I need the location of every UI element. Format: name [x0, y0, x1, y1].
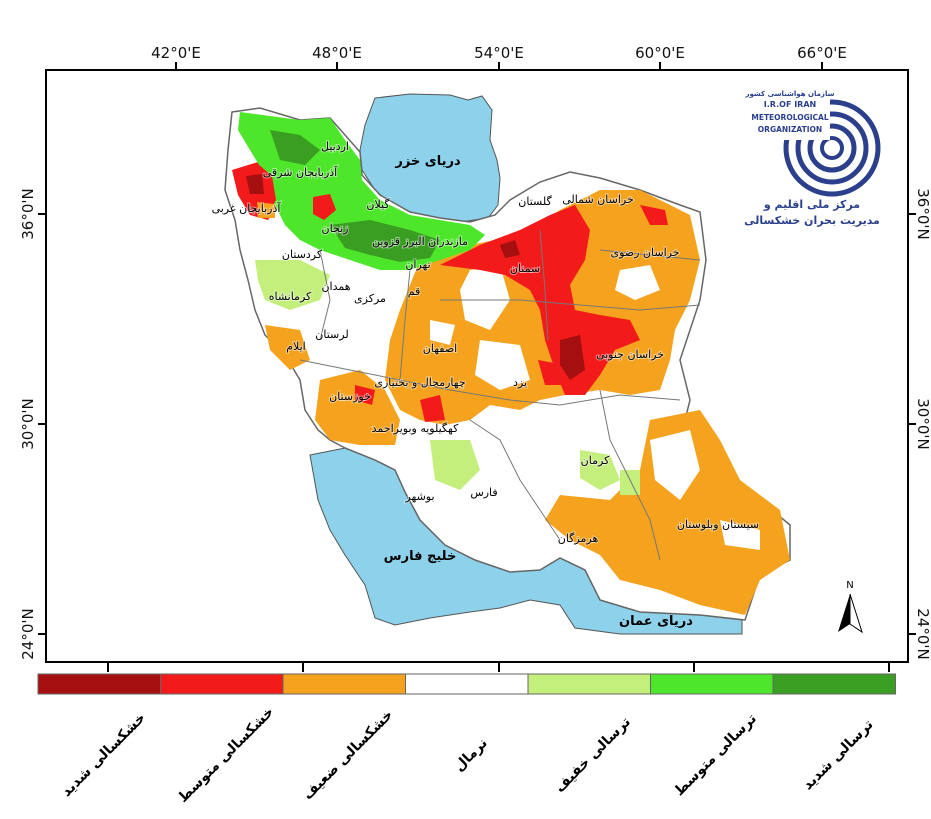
top-axis: [175, 62, 823, 70]
label-south-khorasan: خراسان جنوبی: [596, 348, 664, 361]
oman-sea-label: دریای عمان: [619, 614, 693, 629]
label-hamadan: همدان: [321, 280, 350, 293]
lat-label-right-30: 30°0'N: [914, 398, 931, 449]
label-west-azerbaijan: آذربایجان غربی: [212, 201, 282, 215]
legend-swatch: [527, 673, 651, 695]
label-khuzestan: خوزستان: [329, 390, 371, 403]
logo-line3: ORGANIZATION: [758, 125, 822, 134]
legend-swatch: [282, 673, 406, 695]
label-hormozgan: هرمزگان: [558, 532, 599, 545]
lat-label-24: 24°0'N: [19, 608, 37, 659]
label-yazd: یزد: [513, 376, 527, 389]
legend-swatch: [772, 673, 896, 695]
lat-label-right-36: 36°0'N: [914, 188, 931, 239]
label-fars: فارس: [470, 486, 497, 499]
label-gilan: گیلان: [366, 198, 390, 211]
lat-label-right-24: 24°0'N: [914, 608, 931, 659]
lon-label-48: 48°0'E: [312, 44, 362, 62]
label-ardabil: اردبیل: [321, 140, 349, 153]
legend-bar: [37, 673, 896, 695]
lon-label-66: 66°0'E: [797, 44, 847, 62]
bottom-axis: [107, 662, 890, 672]
label-isfahan: اصفهان: [423, 342, 457, 355]
logo-org-fa: سازمان هواشناسی کشور: [745, 90, 835, 98]
lat-label-30: 30°0'N: [19, 398, 37, 449]
label-bushehr: بوشهر: [404, 490, 434, 503]
nw-drought-overlay: [236, 164, 336, 220]
province-borders: [299, 229, 701, 561]
wet-zones: [238, 112, 640, 495]
severe-drought-zones: [500, 240, 585, 380]
label-sistan: سیستان وبلوستان: [677, 518, 759, 531]
label-tehran: تهران: [405, 258, 430, 271]
legend-swatch: [160, 673, 284, 695]
label-east-azerbaijan: آذربایجان شرقی: [263, 165, 338, 179]
label-kerman: کرمان: [581, 454, 610, 467]
label-golestan: گلستان: [518, 195, 552, 208]
label-kohgiluyeh: کهگیلویه وبویراحمد: [372, 422, 459, 435]
logo-line1: I.R.OF IRAN: [764, 100, 816, 109]
label-qom: قم: [408, 285, 421, 298]
lat-label-36: 36°0'N: [19, 188, 37, 239]
north-arrow-label: N: [846, 580, 853, 591]
caspian-sea: [359, 93, 501, 223]
label-kurdistan: کردستان: [282, 248, 323, 261]
legend-swatch: [37, 673, 161, 695]
lon-label-54: 54°0'E: [474, 44, 524, 62]
logo-line2: METEOROLOGICAL: [751, 113, 828, 122]
moderate-drought-zones: [355, 205, 668, 422]
caspian-label: دریای خزر: [394, 154, 461, 169]
label-mazandaran: مازندران البرز قزوین: [372, 235, 468, 248]
label-semnan: سمنان: [510, 262, 540, 275]
left-axis: [38, 213, 916, 635]
legend-swatch: [405, 673, 529, 695]
label-razavi-khorasan: خراسان رضوی: [610, 246, 679, 259]
normal-patches: [430, 265, 760, 550]
north-arrow-icon: [838, 593, 863, 634]
label-north-khorasan: خراسان شمالی: [562, 193, 634, 206]
persian-gulf-label: خلیج فارس: [384, 549, 457, 564]
legend-swatch: [650, 673, 774, 695]
lon-label-60: 60°0'E: [635, 44, 685, 62]
label-lorestan: لرستان: [315, 328, 348, 341]
lon-label-42: 42°0'E: [151, 44, 201, 62]
label-kermanshah: کرمانشاه: [269, 290, 312, 303]
label-zanjan: زنجان: [322, 222, 349, 235]
label-markazi: مرکزی: [354, 292, 386, 305]
logo-center-fa-1: مرکز ملی اقلیم و: [763, 198, 860, 211]
irimo-logo: [750, 92, 881, 197]
label-chaharmahal: چهارمحال و بختیاری: [374, 376, 465, 389]
logo-center-fa-2: مدیریت بحران خشکسالی: [744, 214, 880, 227]
label-ilam: ایلام: [286, 340, 306, 353]
